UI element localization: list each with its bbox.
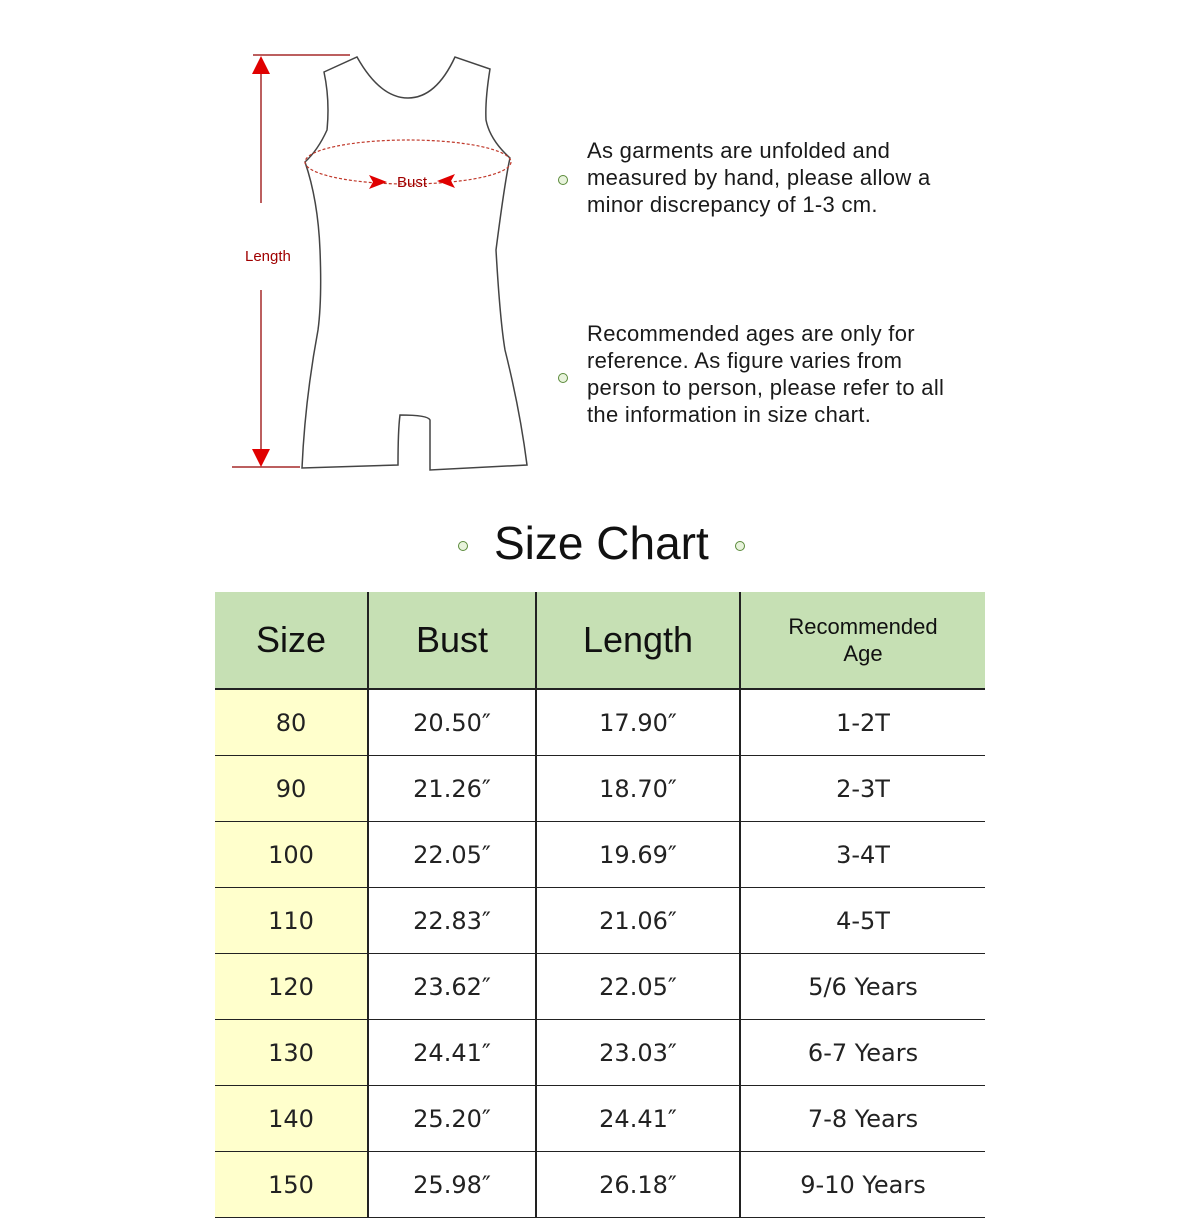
arrow-up-icon [252,56,270,74]
cell-age: 9-10 Years [739,1151,985,1218]
cell-length: 17.90″ [535,689,740,756]
header-size: Size [215,592,368,690]
note-line: Recommended ages are only for [587,321,915,346]
bust-dashed-ellipse [304,139,512,185]
bust-label: Bust [397,174,428,191]
cell-length: 18.70″ [535,755,740,822]
cell-size: 80 [215,689,368,756]
cell-size: 140 [215,1085,368,1152]
bullet-icon [558,175,568,185]
table-row: 100 22.05″ 19.69″ 3-4T [215,821,985,888]
header-recommended-age: Recommended Age [739,592,985,690]
cell-age: 2-3T [739,755,985,822]
table-row: 80 20.50″ 17.90″ 1-2T [215,689,985,756]
arrow-left-icon [437,174,455,188]
cell-length: 22.05″ [535,953,740,1020]
bullet-icon [735,541,745,551]
bullet-icon [458,541,468,551]
header-length: Length [535,592,740,690]
arrow-right-icon [369,175,387,189]
cell-bust: 23.62″ [367,953,536,1020]
table-row: 150 25.98″ 26.18″ 9-10 Years [215,1151,985,1218]
cell-length: 23.03″ [535,1019,740,1086]
table-row: 90 21.26″ 18.70″ 2-3T [215,755,985,822]
cell-bust: 21.26″ [367,755,536,822]
cell-bust: 20.50″ [367,689,536,756]
table-row: 110 22.83″ 21.06″ 4-5T [215,887,985,954]
note-age: Recommended ages are only for reference.… [587,320,944,428]
header-bust: Bust [367,592,536,690]
note-line: person to person, please refer to all [587,375,945,400]
table-row: 120 23.62″ 22.05″ 5/6 Years [215,953,985,1020]
cell-age: 1-2T [739,689,985,756]
cell-size: 90 [215,755,368,822]
garment-diagram: Length Bust [232,54,528,471]
cell-bust: 25.98″ [367,1151,536,1218]
note-line: measured by hand, please allow a [587,165,931,190]
note-measurement: As garments are unfolded and measured by… [587,137,930,218]
cell-length: 24.41″ [535,1085,740,1152]
cell-bust: 22.05″ [367,821,536,888]
table-row: 140 25.20″ 24.41″ 7-8 Years [215,1085,985,1152]
cell-age: 4-5T [739,887,985,954]
garment-outline [301,56,528,471]
cell-length: 19.69″ [535,821,740,888]
cell-size: 130 [215,1019,368,1086]
cell-length: 21.06″ [535,887,740,954]
note-line: minor discrepancy of 1-3 cm. [587,192,878,217]
bullet-icon [558,373,568,383]
note-line: As garments are unfolded and [587,138,891,163]
cell-bust: 24.41″ [367,1019,536,1086]
cell-age: 5/6 Years [739,953,985,1020]
length-label: Length [245,248,291,265]
table-row: 130 24.41″ 23.03″ 6-7 Years [215,1019,985,1086]
cell-size: 110 [215,887,368,954]
cell-size: 100 [215,821,368,888]
arrow-down-icon [252,449,270,467]
cell-bust: 25.20″ [367,1085,536,1152]
cell-size: 120 [215,953,368,1020]
size-chart-table: Size Bust Length Recommended Age 80 20.50″… [215,592,985,1218]
cell-length: 26.18″ [535,1151,740,1218]
size-chart-title: Size Chart [494,517,709,569]
cell-age: 6-7 Years [739,1019,985,1086]
note-line: reference. As figure varies from [587,348,903,373]
table-header-row: Size Bust Length Recommended Age [215,592,985,690]
cell-bust: 22.83″ [367,887,536,954]
cell-size: 150 [215,1151,368,1218]
cell-age: 3-4T [739,821,985,888]
cell-age: 7-8 Years [739,1085,985,1152]
note-line: the information in size chart. [587,402,872,427]
